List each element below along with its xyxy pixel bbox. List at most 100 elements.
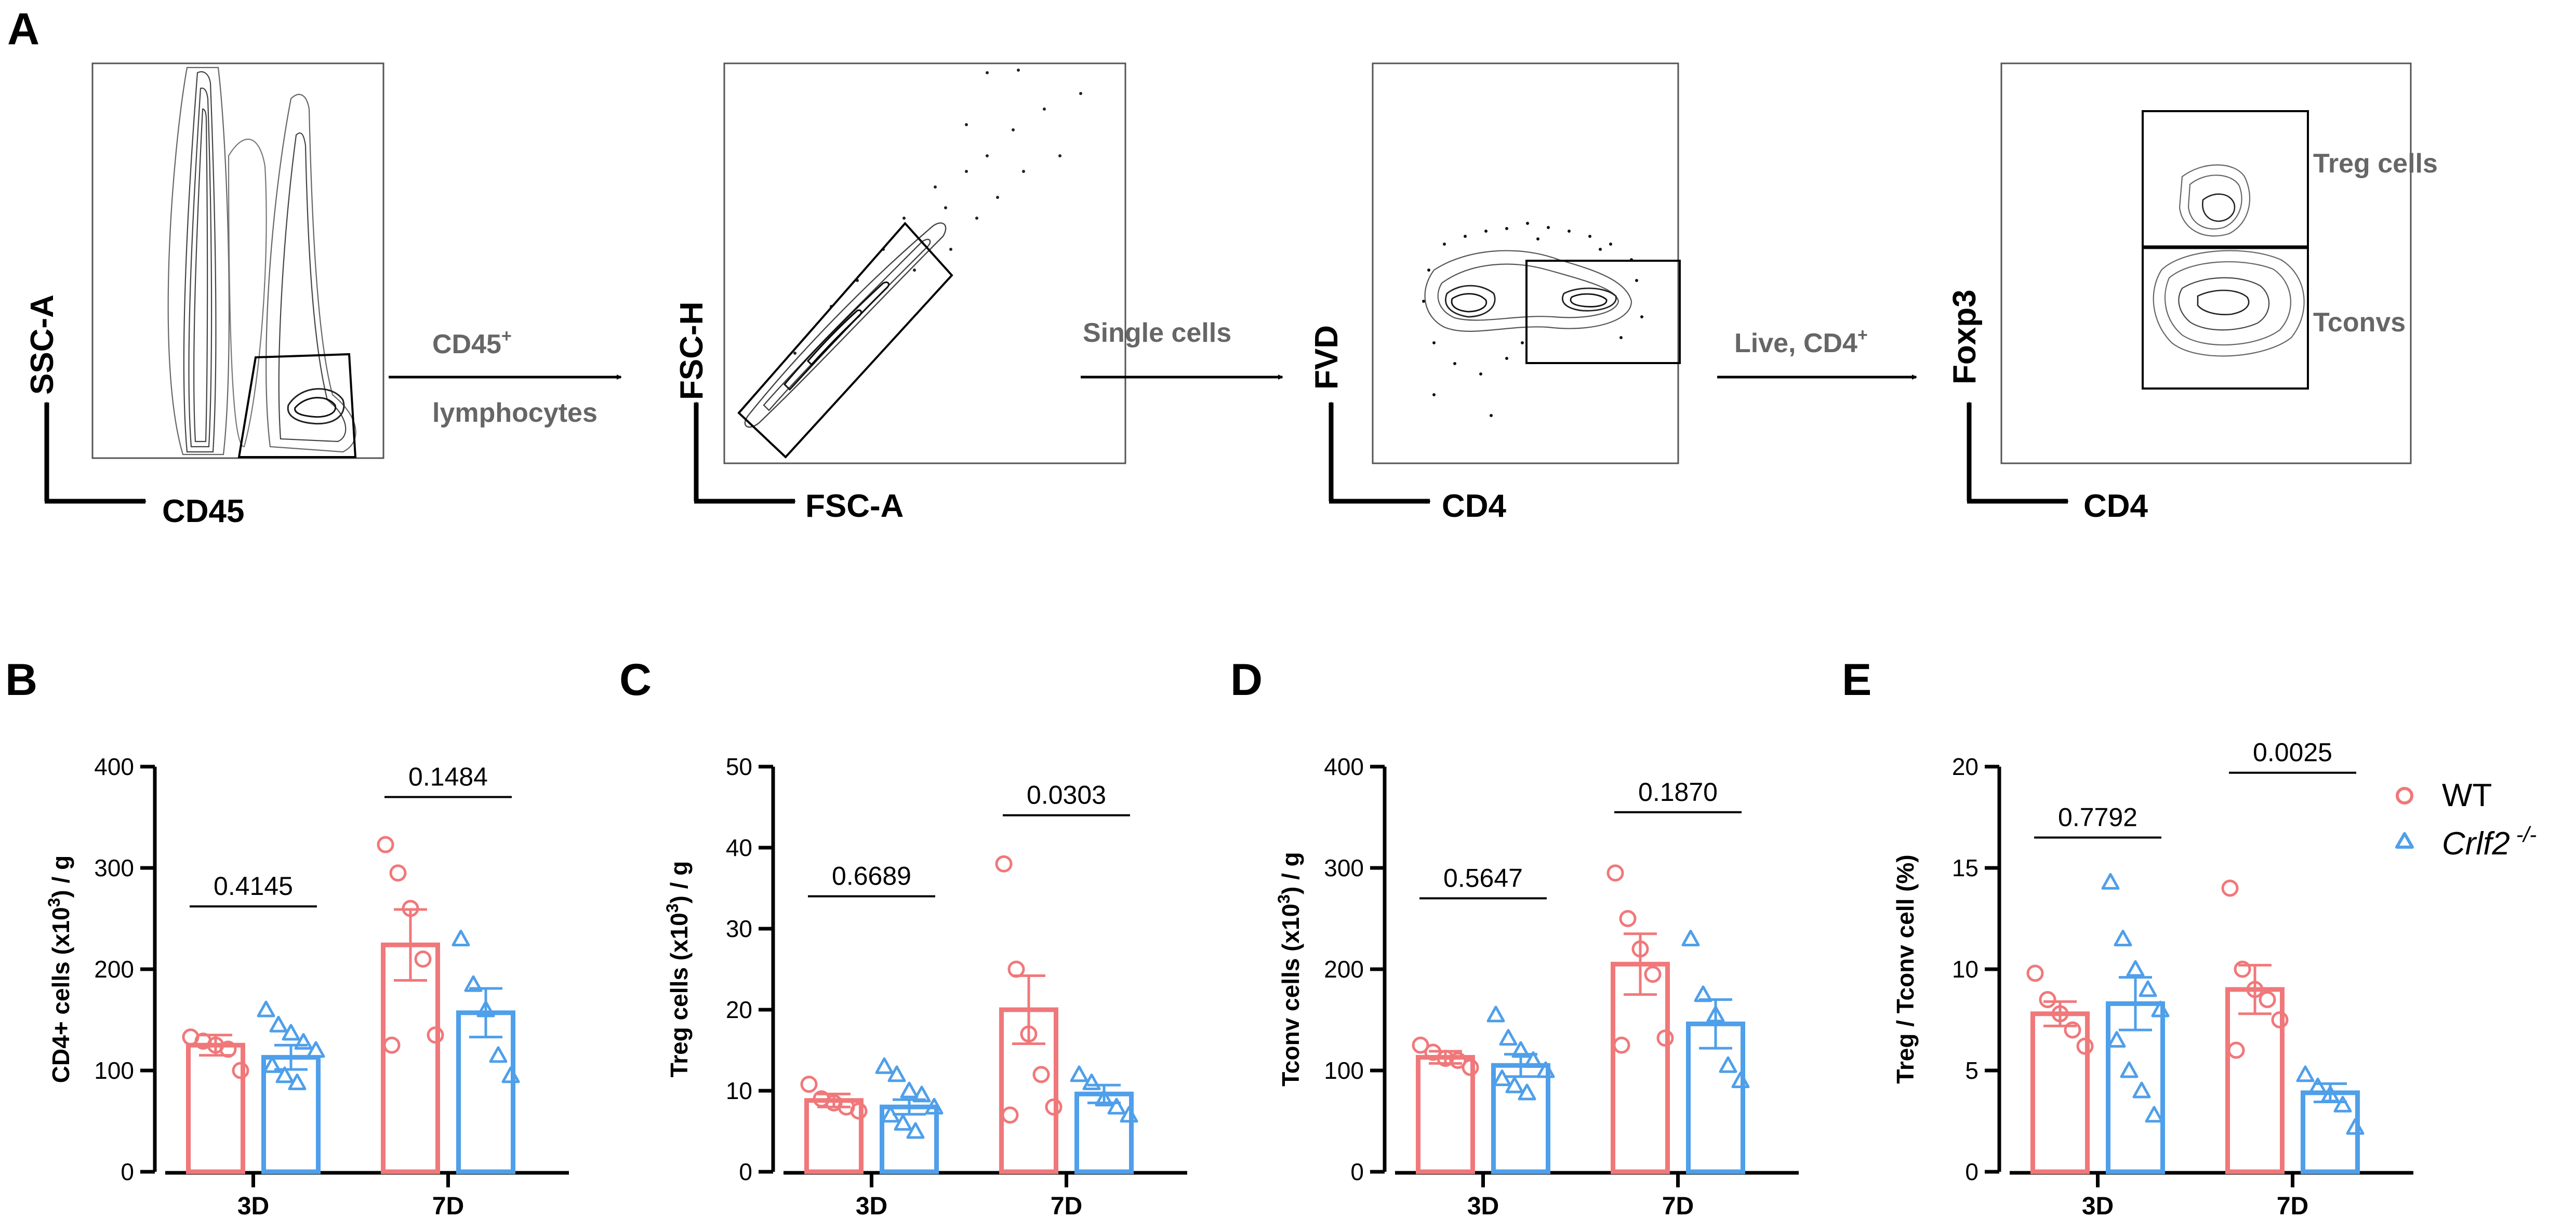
chart-c-point xyxy=(1007,960,1025,978)
chart-e-point xyxy=(2120,1061,2139,1078)
chart-c-point xyxy=(1032,1066,1050,1083)
chart-c-point xyxy=(887,1065,906,1082)
chart-d-pvalue: 0.1870 xyxy=(1638,778,1718,807)
chart-c-point xyxy=(800,1076,818,1093)
chart-c-point xyxy=(1095,1090,1113,1107)
chart-d-point xyxy=(1613,1036,1630,1054)
chart-c-point xyxy=(894,1114,912,1131)
chart-c-point xyxy=(1070,1065,1088,1082)
chart-c-point xyxy=(912,1086,931,1103)
chart-c-point xyxy=(875,1057,894,1074)
chart-c-point xyxy=(881,1106,900,1123)
legend-wt-label: WT xyxy=(2442,778,2492,813)
chart-d-point xyxy=(1524,1051,1543,1068)
chart-d-point xyxy=(1619,910,1637,927)
flow-plot-3-frame xyxy=(1372,62,1679,464)
chart-e-point xyxy=(2126,960,2145,977)
chart-b-point xyxy=(257,1000,275,1018)
chart-e-point xyxy=(2221,879,2239,897)
chart-c-point xyxy=(850,1102,868,1120)
flow-plot-3-y-label: FVD xyxy=(1309,325,1345,390)
chart-e-point xyxy=(2333,1095,2352,1113)
chart-d-ytick-label: 100 xyxy=(1324,1057,1364,1084)
chart-d-point xyxy=(1706,1006,1725,1023)
flow-plot-3-dots xyxy=(1422,222,1643,417)
legend-wt-marker xyxy=(2396,787,2413,805)
chart-b-point xyxy=(489,1046,508,1063)
chart-e-ytick-label: 5 xyxy=(1965,1057,1979,1084)
chart-d-point xyxy=(1518,1083,1536,1101)
flow-plot-4-y-label: Foxp3 xyxy=(1947,289,1983,384)
gate-arrow-3: Live, CD4+ xyxy=(1717,325,1917,380)
flow-plot-2-x-label: FSC-A xyxy=(805,488,904,524)
panel-letter-e: E xyxy=(1842,655,1871,705)
chart-c-point xyxy=(1082,1073,1101,1090)
chart-d-point xyxy=(1511,1041,1530,1058)
chart-c-point xyxy=(1107,1097,1126,1115)
chart-e-point xyxy=(2026,965,2044,982)
gate-live-cd4 xyxy=(1525,260,1681,364)
gate-label-tconv: Tconvs xyxy=(2313,307,2406,338)
chart-c-ytick-label: 50 xyxy=(726,753,752,780)
chart-e-category-label: 7D xyxy=(2277,1193,2308,1218)
chart-b-category-label: 3D xyxy=(237,1193,269,1218)
chart-b-point xyxy=(275,1066,294,1083)
chart-d-bar xyxy=(1416,1055,1475,1174)
chart-d-ytick-label: 0 xyxy=(1350,1158,1364,1185)
chart-b-point xyxy=(269,1015,288,1033)
chart-c-y-label: Treg cells (x103) / g xyxy=(663,861,693,1078)
chart-e-point xyxy=(2145,1106,2163,1123)
chart-b-point xyxy=(452,930,470,946)
chart-b-point xyxy=(377,836,394,853)
chart-b-point xyxy=(501,1066,520,1083)
chart-d-point xyxy=(1694,985,1712,1002)
chart-d-point xyxy=(1536,1061,1555,1078)
chart-d-ytick-label: 300 xyxy=(1324,854,1364,881)
chart-c: C 0 10 20 30 40 50 Treg cells (x103) / g 3D 7D 0.6… xyxy=(619,655,1187,1218)
gate-arrow-1-label: CD45+ xyxy=(432,326,512,359)
chart-d-point xyxy=(1731,1072,1750,1088)
gate-tconv xyxy=(2142,246,2309,390)
chart-b-point xyxy=(219,1040,237,1058)
chart-b-point xyxy=(263,1056,282,1073)
chart-c-ytick-label: 10 xyxy=(726,1077,752,1104)
chart-b-point xyxy=(307,1041,325,1058)
chart-d-y-label: Tconv cells (x103) / g xyxy=(1274,852,1304,1087)
chart-d-category-label: 3D xyxy=(1467,1193,1499,1218)
flow-plot-1-y-label: SSC-A xyxy=(24,295,60,395)
panel-letter-c: C xyxy=(619,655,652,705)
chart-e-point xyxy=(2139,980,2157,997)
chart-e-point xyxy=(2101,873,2120,890)
chart-b-point xyxy=(414,951,432,968)
chart-c-pvalue: 0.6689 xyxy=(832,862,911,891)
chart-b-ytick-label: 0 xyxy=(121,1158,134,1185)
chart-d: D 0 100 200 300 400 Tconv cells (x103) / g 3D 7D… xyxy=(1230,655,1799,1218)
chart-b-category-label: 7D xyxy=(432,1193,464,1218)
chart-c-ytick-label: 0 xyxy=(739,1158,752,1185)
chart-e-point xyxy=(2039,991,2056,1008)
flow-plot-1-frame xyxy=(91,62,384,459)
chart-c-bar xyxy=(880,1104,939,1174)
flow-plot-3-x-label: CD4 xyxy=(1442,488,1507,524)
chart-b-ytick-label: 400 xyxy=(94,753,134,780)
chart-e-point xyxy=(2246,981,2264,998)
chart-e-point xyxy=(2132,1081,2151,1099)
chart-b-ytick-label: 200 xyxy=(94,956,134,983)
chart-d-point xyxy=(1412,1036,1429,1054)
chart-b-point xyxy=(282,1024,300,1041)
chart-e-ytick-label: 0 xyxy=(1965,1158,1979,1185)
gate-lymphocytes xyxy=(237,353,357,458)
chart-e-ytick-label: 10 xyxy=(1952,956,1979,983)
chart-b-ytick-label: 300 xyxy=(94,854,134,881)
flow-plot-4-frame xyxy=(2000,62,2412,464)
chart-c-pvalue: 0.0303 xyxy=(1027,781,1106,810)
flow-plot-4-contours xyxy=(2153,164,2305,357)
chart-d-ytick-label: 200 xyxy=(1324,956,1364,983)
chart-d-point xyxy=(1719,1056,1737,1073)
chart-d-ytick-label: 400 xyxy=(1324,753,1364,780)
chart-c-ytick-label: 40 xyxy=(726,834,752,861)
legend-ko-label: Crlf2 -/- xyxy=(2442,822,2537,862)
chart-c-point xyxy=(1045,1098,1063,1116)
flow-plot-4-x-label: CD4 xyxy=(2083,488,2148,524)
